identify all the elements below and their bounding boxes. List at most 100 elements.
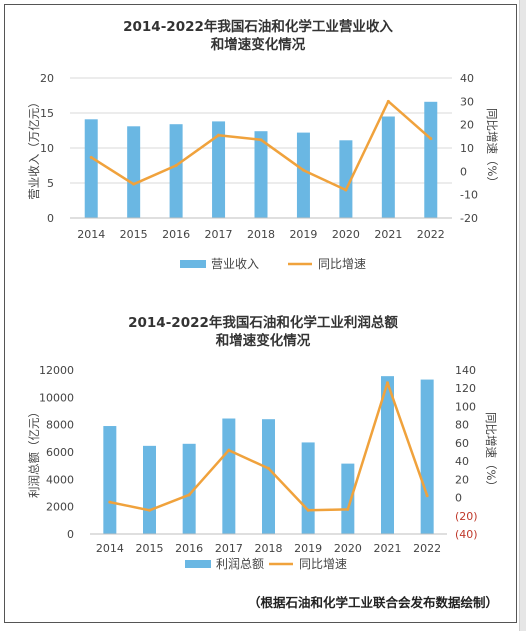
- profit-bar-2022: [420, 379, 434, 534]
- profit-growth-point-2017: [227, 448, 231, 452]
- profit-xtick-label: 2018: [255, 542, 283, 555]
- profit-ytick-label: 10000: [39, 391, 74, 404]
- profit-bar-2021: [381, 376, 394, 534]
- profit-bar-2016: [182, 443, 196, 534]
- source-note: （根据石油和化学工业联合会发布数据绘制）: [247, 595, 498, 610]
- revenue-y2tick-label: 20: [460, 119, 474, 132]
- revenue-y2tick-label: 0: [460, 165, 467, 178]
- revenue-bar-2019: [296, 132, 310, 218]
- revenue-xtick-label: 2018: [247, 228, 275, 241]
- revenue-growth-point-2020: [344, 188, 348, 192]
- revenue-y2tick-label: -10: [460, 189, 478, 202]
- revenue-growth-point-2021: [386, 99, 390, 103]
- profit-bar-2020: [341, 463, 355, 534]
- revenue-legend-line-label: 同比增速: [318, 257, 366, 271]
- revenue-y2label: 同比增速（%）: [485, 108, 499, 188]
- revenue-growth-point-2019: [301, 168, 305, 172]
- revenue-ytick-label: 0: [47, 212, 54, 225]
- profit-xtick-label: 2020: [334, 542, 362, 555]
- revenue-ytick-label: 20: [40, 72, 54, 85]
- profit-xtick-label: 2019: [294, 542, 322, 555]
- revenue-growth-point-2018: [259, 138, 263, 142]
- revenue-ytick-label: 5: [47, 177, 54, 190]
- profit-xtick-label: 2021: [374, 542, 402, 555]
- profit-title-line: 2014-2022年我国石油和化学工业利润总额: [128, 314, 398, 331]
- revenue-y2tick-label: 40: [460, 72, 474, 85]
- revenue-growth-point-2017: [217, 133, 221, 137]
- profit-ytick-label: 12000: [39, 364, 74, 377]
- profit-xtick-label: 2022: [413, 542, 441, 555]
- profit-bar-2017: [222, 418, 236, 534]
- revenue-xtick-label: 2019: [289, 228, 317, 241]
- profit-y2tick-label: 120: [455, 382, 476, 395]
- revenue-bar-2022: [424, 101, 438, 218]
- revenue-legend-bar-swatch: [180, 260, 206, 268]
- profit-growth-point-2016: [187, 493, 191, 497]
- profit-ytick-label: 0: [67, 528, 74, 541]
- profit-y2tick-label: 80: [455, 419, 469, 432]
- profit-bar-2015: [143, 445, 156, 534]
- revenue-title-line: 和增速变化情况: [211, 36, 306, 53]
- revenue-bar-2020: [339, 140, 353, 218]
- profit-y2tick-label: 40: [455, 455, 469, 468]
- profit-legend-bar-label: 利润总额: [216, 557, 264, 571]
- profit-growth-point-2021: [386, 381, 389, 385]
- profit-growth-point-2019: [306, 508, 310, 512]
- profit-growth-point-2014: [108, 500, 112, 504]
- revenue-xtick-label: 2022: [417, 228, 445, 241]
- revenue-bar-2014: [84, 119, 98, 218]
- revenue-xtick-label: 2017: [205, 228, 233, 241]
- profit-y2tick-label: (20): [455, 510, 478, 523]
- revenue-growth-point-2014: [89, 155, 93, 159]
- profit-ytick-label: 4000: [46, 473, 74, 486]
- revenue-title-line: 2014-2022年我国石油和化学工业营业收入: [123, 18, 393, 35]
- profit-growth-point-2018: [267, 466, 270, 470]
- profit-bar-2018: [262, 419, 275, 534]
- revenue-bar-2021: [381, 116, 395, 218]
- revenue-y2tick-label: -20: [460, 212, 478, 225]
- profit-growth-point-2015: [148, 508, 151, 512]
- revenue-xtick-label: 2014: [77, 228, 105, 241]
- profit-bar-2019: [301, 442, 315, 534]
- revenue-ylabel: 营业收入（万亿元）: [27, 96, 41, 200]
- profit-ytick-label: 6000: [46, 446, 74, 459]
- revenue-growth-point-2016: [174, 164, 178, 167]
- profit-y2label: 同比增速（%）: [484, 412, 498, 492]
- revenue-growth-point-2022: [429, 137, 433, 141]
- revenue-growth-point-2015: [132, 182, 136, 186]
- revenue-bar-2015: [127, 126, 141, 218]
- revenue-y2tick-label: 30: [460, 95, 474, 108]
- profit-ylabel: 利润总额（亿元）: [27, 406, 41, 498]
- revenue-y2tick-label: 10: [460, 142, 474, 155]
- profit-y2tick-label: 100: [455, 400, 476, 413]
- revenue-bar-2017: [212, 121, 226, 218]
- profit-y2tick-label: 140: [455, 364, 476, 377]
- profit-title-line: 和增速变化情况: [216, 332, 311, 349]
- page-edge: [519, 0, 526, 631]
- profit-ytick-label: 8000: [46, 419, 74, 432]
- profit-y2tick-label: 0: [455, 492, 462, 505]
- revenue-xtick-label: 2020: [332, 228, 360, 241]
- revenue-xtick-label: 2021: [374, 228, 402, 241]
- profit-ytick-label: 2000: [46, 501, 74, 514]
- profit-legend-bar-swatch: [185, 560, 211, 568]
- profit-xtick-label: 2017: [215, 542, 243, 555]
- profit-y2tick-label: (40): [455, 528, 478, 541]
- profit-xtick-label: 2014: [96, 542, 124, 555]
- revenue-ytick-label: 10: [40, 142, 54, 155]
- revenue-ytick-label: 15: [40, 107, 54, 120]
- revenue-legend-bar-label: 营业收入: [211, 257, 259, 271]
- profit-growth-point-2020: [346, 507, 350, 511]
- profit-growth-point-2022: [425, 494, 429, 498]
- revenue-xtick-label: 2016: [162, 228, 190, 241]
- profit-xtick-label: 2015: [136, 542, 164, 555]
- profit-xtick-label: 2016: [175, 542, 203, 555]
- profit-legend-line-label: 同比增速: [299, 557, 347, 571]
- profit-bar-2014: [103, 426, 117, 534]
- profit-y2tick-label: 60: [455, 437, 469, 450]
- revenue-xtick-label: 2015: [120, 228, 148, 241]
- revenue-bar-2016: [169, 124, 183, 218]
- revenue-bar-2018: [254, 131, 268, 218]
